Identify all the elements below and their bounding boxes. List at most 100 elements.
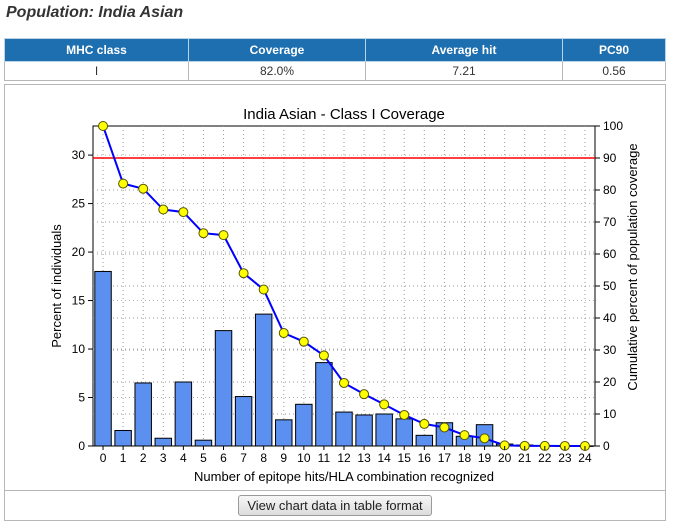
coverage-point <box>539 440 550 451</box>
header-coverage: Coverage <box>188 38 366 62</box>
chart-title: India Asian - Class I Coverage <box>243 106 445 123</box>
coverage-point <box>238 268 249 279</box>
x-tick-label: 23 <box>558 451 572 465</box>
x-tick-label: 20 <box>498 451 512 465</box>
x-tick-label: 5 <box>200 451 207 465</box>
bar <box>94 270 112 447</box>
y2-tick-label: 90 <box>603 151 617 165</box>
bar <box>174 381 193 447</box>
bar <box>275 419 293 447</box>
coverage-point <box>379 399 390 410</box>
y-tick-label: 25 <box>72 197 86 211</box>
cell-mhc-class: I <box>4 61 189 81</box>
view-table-button[interactable]: View chart data in table format <box>238 495 432 516</box>
x-tick-label: 11 <box>318 451 331 465</box>
bar <box>254 313 273 447</box>
coverage-point <box>318 350 329 361</box>
x-tick-label: 14 <box>377 451 391 465</box>
y2-tick-label: 20 <box>603 375 617 389</box>
table-row: I 82.0% 7.21 0.56 <box>4 61 666 81</box>
y-tick-label: 20 <box>72 245 86 259</box>
coverage-point <box>198 228 209 239</box>
x-tick-label: 22 <box>538 451 552 465</box>
x-axis-label: Number of epitope hits/HLA combination r… <box>194 469 494 484</box>
x-tick-label: 10 <box>297 451 311 465</box>
y-tick-label: 10 <box>72 342 86 356</box>
coverage-point <box>399 409 410 420</box>
x-tick-label: 4 <box>180 451 187 465</box>
y2-tick-label: 30 <box>603 343 617 357</box>
bar <box>154 437 173 447</box>
x-tick-label: 3 <box>160 451 167 465</box>
header-pc90: PC90 <box>562 38 666 62</box>
y2-axis-label: Cumulative percent of population coverag… <box>625 143 640 390</box>
bar <box>315 362 333 447</box>
cumulative-coverage-series <box>93 121 595 451</box>
x-tick-label: 24 <box>578 451 592 465</box>
x-tick-label: 9 <box>280 451 287 465</box>
cell-coverage: 82.0% <box>188 61 366 81</box>
coverage-point <box>218 230 229 241</box>
coverage-point <box>419 418 430 429</box>
x-tick-label: 18 <box>458 451 472 465</box>
y2-tick-label: 10 <box>603 407 617 421</box>
y-tick-label: 15 <box>72 294 86 308</box>
y2-tick-label: 50 <box>603 279 617 293</box>
coverage-point <box>258 284 269 295</box>
bar <box>194 439 213 447</box>
coverage-point <box>118 178 129 189</box>
page-title: Population: India Asian <box>6 4 184 21</box>
y2-tick-label: 40 <box>603 311 617 325</box>
coverage-summary-table: MHC class Coverage Average hit PC90 I 82… <box>4 38 666 81</box>
y-tick-label: 0 <box>78 439 85 453</box>
coverage-point <box>278 328 289 339</box>
coverage-point <box>178 207 189 218</box>
x-tick-label: 1 <box>120 451 127 465</box>
bar <box>234 396 253 447</box>
bar <box>214 330 233 447</box>
coverage-point <box>98 121 109 131</box>
bar <box>295 403 313 447</box>
x-tick-label: 0 <box>100 451 107 465</box>
coverage-point <box>459 430 470 441</box>
y2-tick-label: 70 <box>603 215 617 229</box>
y-tick-label: 5 <box>78 391 85 405</box>
coverage-point <box>519 440 530 451</box>
cell-pc90: 0.56 <box>562 61 666 81</box>
coverage-point <box>339 377 349 388</box>
coverage-point <box>359 389 370 400</box>
x-tick-label: 21 <box>518 451 532 465</box>
y2-tick-label: 0 <box>603 439 610 453</box>
y-tick-label: 30 <box>72 148 86 162</box>
bar <box>134 382 152 447</box>
x-tick-label: 2 <box>140 451 147 465</box>
x-tick-label: 8 <box>260 451 267 465</box>
y2-tick-label: 100 <box>603 119 623 133</box>
x-tick-label: 17 <box>438 451 452 465</box>
header-average-hit: Average hit <box>365 38 563 62</box>
bar <box>395 418 413 447</box>
x-tick-label: 15 <box>398 451 412 465</box>
chart-footer-divider <box>4 490 666 491</box>
x-tick-label: 16 <box>418 451 432 465</box>
x-tick-label: 6 <box>220 451 227 465</box>
coverage-point <box>298 336 309 347</box>
coverage-point <box>439 422 450 433</box>
bar <box>355 414 373 447</box>
table-header-row: MHC class Coverage Average hit PC90 <box>4 38 666 62</box>
x-tick-label: 13 <box>357 451 371 465</box>
bar <box>415 434 434 447</box>
cell-average-hit: 7.21 <box>365 61 563 81</box>
y2-tick-label: 60 <box>603 247 617 261</box>
x-tick-label: 7 <box>240 451 247 465</box>
header-mhc-class: MHC class <box>4 38 189 62</box>
coverage-point <box>158 204 169 215</box>
coverage-point <box>559 440 570 451</box>
x-tick-label: 19 <box>478 451 492 465</box>
y2-tick-label: 80 <box>603 183 617 197</box>
bar <box>375 413 393 447</box>
bar <box>335 411 353 447</box>
y-axis-label: Percent of individuals <box>49 224 64 348</box>
